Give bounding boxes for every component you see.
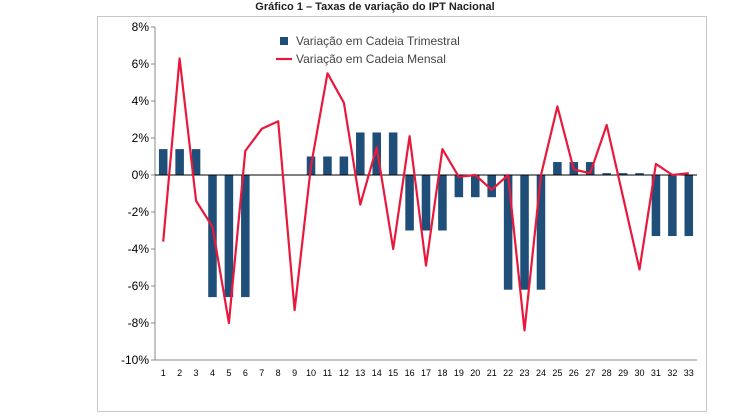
x-tick-label: 3 [194, 368, 199, 378]
bar [651, 175, 661, 237]
bar [684, 175, 694, 237]
bar [323, 156, 332, 175]
bar [388, 132, 398, 175]
bar [405, 175, 414, 231]
x-tick-label: 17 [421, 368, 431, 378]
y-tick-label: -2% [128, 205, 150, 219]
x-tick-label: 33 [684, 368, 694, 378]
bar [618, 173, 628, 175]
series-line-mensal [162, 57, 689, 332]
x-tick-label: 9 [292, 368, 297, 378]
bar [421, 175, 431, 231]
y-tick-label: 2% [132, 131, 150, 145]
x-tick-label: 5 [226, 368, 231, 378]
legend-label-mensal: Variação em Cadeia Mensal [296, 52, 446, 66]
bar [487, 175, 496, 198]
y-tick-label: 6% [132, 57, 150, 71]
bar [356, 132, 365, 175]
x-tick-label: 2 [177, 368, 182, 378]
bar [553, 162, 562, 175]
bar [602, 173, 611, 175]
bar [471, 175, 480, 198]
x-tick-label: 28 [602, 368, 612, 378]
bar [668, 175, 677, 237]
x-tick-label: 21 [487, 368, 497, 378]
chart-frame [97, 16, 707, 412]
x-tick-label: 13 [355, 368, 365, 378]
y-tick-label: -10% [121, 353, 149, 367]
x-tick-label: 20 [470, 368, 480, 378]
bar [158, 149, 168, 175]
x-tick-label: 16 [405, 368, 415, 378]
x-tick-label: 22 [503, 368, 513, 378]
bar [536, 175, 546, 290]
x-tick-label: 29 [618, 368, 628, 378]
y-tick-label: -4% [128, 242, 150, 256]
figure-title: Gráfico 1 – Taxas de variação do IPT Nac… [255, 1, 495, 13]
bar [191, 149, 201, 175]
bar [585, 162, 595, 175]
legend-swatch-trimestral [280, 37, 288, 45]
x-tick-label: 26 [569, 368, 579, 378]
x-tick-label: 1 [161, 368, 166, 378]
x-tick-label: 8 [276, 368, 281, 378]
bar [503, 175, 513, 290]
x-tick-label: 27 [585, 368, 595, 378]
bar [241, 175, 250, 298]
x-tick-label: 24 [536, 368, 546, 378]
bar [208, 175, 217, 298]
bar [454, 175, 464, 198]
bar [520, 175, 529, 290]
x-tick-label: 7 [259, 368, 264, 378]
x-tick-label: 10 [306, 368, 316, 378]
x-tick-label: 32 [667, 368, 677, 378]
x-tick-label: 11 [323, 368, 332, 378]
x-tick-label: 30 [635, 368, 645, 378]
x-tick-label: 18 [437, 368, 447, 378]
x-tick-label: 23 [520, 368, 530, 378]
y-tick-label: 0% [132, 168, 150, 182]
y-tick-label: 4% [132, 94, 150, 108]
left-margin [0, 0, 97, 416]
y-tick-label: -8% [128, 316, 150, 330]
x-tick-label: 31 [651, 368, 661, 378]
y-tick-label: 8% [132, 20, 150, 34]
bar [339, 156, 349, 175]
x-tick-label: 12 [339, 368, 349, 378]
x-tick-label: 6 [243, 368, 248, 378]
x-tick-label: 25 [552, 368, 562, 378]
bar [175, 149, 184, 175]
bar [224, 175, 234, 298]
x-tick-label: 15 [388, 368, 398, 378]
legend-label-trimestral: Variação em Cadeia Trimestral [296, 34, 460, 48]
bar [635, 173, 644, 175]
x-tick-label: 4 [210, 368, 215, 378]
x-tick-label: 14 [372, 368, 382, 378]
x-tick-label: 19 [454, 368, 464, 378]
y-tick-label: -6% [128, 279, 150, 293]
bar [438, 175, 447, 231]
